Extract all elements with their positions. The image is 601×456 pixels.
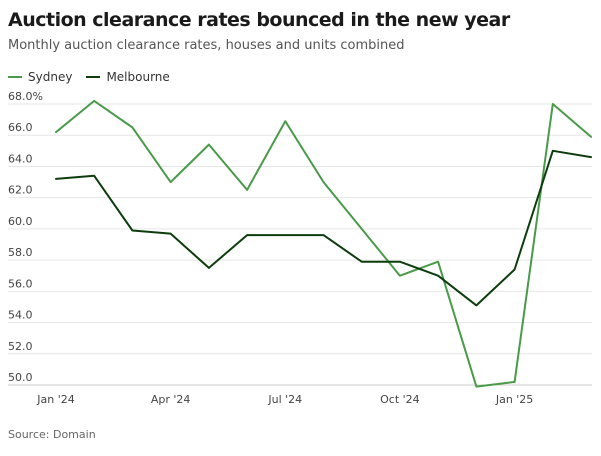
legend-swatch-sydney <box>8 76 22 78</box>
y-tick-label-52: 52.0 <box>8 340 33 353</box>
x-tick-label-2024-10: Oct '24 <box>380 393 420 406</box>
y-tick-label-62: 62.0 <box>8 184 33 197</box>
series-line-sydney <box>55 99 592 388</box>
y-tick-label-54: 54.0 <box>8 309 33 322</box>
chart-subtitle: Monthly auction clearance rates, houses … <box>8 38 405 53</box>
y-tick-label-56: 56.0 <box>8 277 33 290</box>
legend-item-melbourne: Melbourne <box>86 70 170 84</box>
x-tick-label-2024-01: Jan '24 <box>36 393 74 406</box>
legend-label-sydney: Sydney <box>28 70 73 84</box>
x-tick-label-2024-07: Jul '24 <box>267 393 302 406</box>
y-tick-label-58: 58.0 <box>8 246 33 259</box>
y-tick-label-66: 66.0 <box>8 121 33 134</box>
legend-item-sydney: Sydney <box>8 70 72 84</box>
x-tick-label-2025-01: Jan '25 <box>495 393 533 406</box>
legend-swatch-melbourne <box>86 76 101 78</box>
y-tick-label-64: 64.0 <box>8 152 33 165</box>
source-note: Source: Domain <box>8 428 96 441</box>
x-tick-label-2024-04: Apr '24 <box>151 393 191 406</box>
y-tick-label-60: 60.0 <box>8 215 33 228</box>
y-tick-label-50: 50.0 <box>8 371 33 384</box>
legend: Sydney Melbourne <box>8 70 184 84</box>
y-tick-label-68: 68.0% <box>8 90 43 103</box>
series-line-melbourne <box>55 149 592 307</box>
legend-label-melbourne: Melbourne <box>106 70 170 84</box>
chart-title: Auction clearance rates bounced in the n… <box>8 9 510 31</box>
